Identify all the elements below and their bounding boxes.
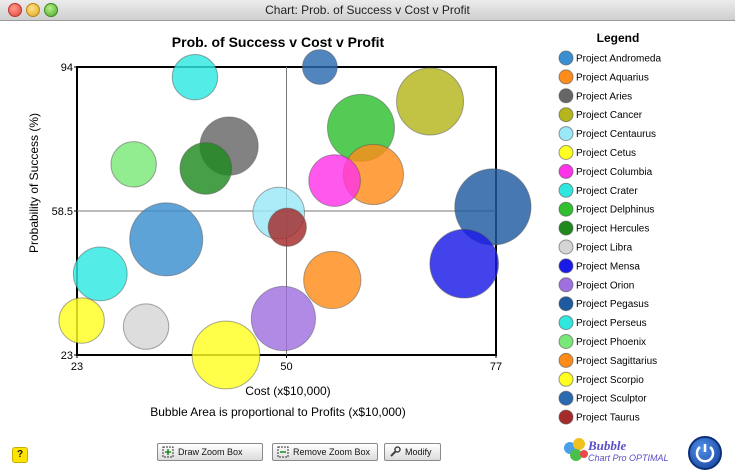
- legend-item-label: Project Cetus: [576, 148, 636, 159]
- bubble-project-phoenix[interactable]: [110, 141, 157, 188]
- bubble-project-cancer[interactable]: [396, 67, 465, 136]
- legend-item-label: Project Scorpio: [576, 375, 644, 386]
- legend-swatch: [558, 258, 574, 274]
- modify-label: Modify: [405, 447, 432, 457]
- window-titlebar: Chart: Prob. of Success v Cost v Profit: [0, 0, 735, 21]
- draw-zoom-box-label: Draw Zoom Box: [178, 447, 243, 457]
- legend-item-label: Project Perseus: [576, 318, 647, 329]
- legend-item-label: Project Orion: [576, 280, 634, 291]
- help-button[interactable]: ?: [12, 447, 28, 463]
- bubble-project-hercules[interactable]: [179, 142, 233, 195]
- legend-swatch: [558, 315, 574, 331]
- remove-zoom-box-label: Remove Zoom Box: [293, 447, 371, 457]
- x-tick-label: 50: [280, 361, 292, 373]
- bubble-project-crater[interactable]: [171, 53, 219, 101]
- legend-swatch: [558, 371, 574, 387]
- y-tick-label: 23: [61, 350, 73, 362]
- legend-item-label: Project Cancer: [576, 110, 643, 121]
- bubble-project-cetus[interactable]: [191, 320, 261, 390]
- y-tick-label: 58.5: [52, 206, 73, 218]
- legend-item-label: Project Sculptor: [576, 394, 647, 405]
- legend-swatch: [558, 296, 574, 312]
- legend-item-label: Project Delphinus: [576, 205, 654, 216]
- legend-swatch: [558, 409, 574, 425]
- legend-item-label: Project Taurus: [576, 413, 640, 424]
- legend-item-label: Project Pegasus: [576, 299, 649, 310]
- legend-swatch: [558, 88, 574, 104]
- legend-item-label: Project Centaurus: [576, 129, 656, 140]
- zoom-window-button[interactable]: [44, 3, 58, 17]
- legend-item-label: Project Aquarius: [576, 72, 649, 83]
- logo-name: Bubble: [588, 438, 627, 453]
- bubble-project-sculptor[interactable]: [301, 49, 338, 85]
- y-tick-label: 94: [61, 62, 73, 74]
- legend-swatch: [558, 334, 574, 349]
- logo-subtitle: Chart Pro OPTIMAL: [588, 453, 669, 463]
- modify-button[interactable]: Modify: [384, 443, 441, 461]
- wrench-icon: [389, 446, 401, 458]
- remove-zoom-icon: [277, 446, 289, 458]
- legend-item-label: Project Andromeda: [576, 54, 661, 65]
- legend-swatch: [558, 352, 574, 368]
- chart-subtitle: Bubble Area is proportional to Profits (…: [150, 405, 405, 419]
- x-axis-label: Cost (x$10,000): [245, 384, 330, 398]
- legend-item-label: Project Aries: [576, 91, 632, 102]
- legend-title: Legend: [597, 31, 640, 45]
- legend-swatch: [558, 50, 574, 66]
- bubble-project-columbia[interactable]: [308, 154, 361, 207]
- x-tick-label: 77: [490, 361, 502, 373]
- window-title: Chart: Prob. of Success v Cost v Profit: [265, 3, 470, 17]
- legend-swatch: [558, 126, 574, 142]
- legend-swatch: [558, 163, 574, 179]
- bubble-project-scorpio[interactable]: [58, 297, 105, 344]
- legend-item-label: Project Columbia: [576, 167, 653, 178]
- legend-swatch: [558, 145, 574, 160]
- legend-swatch: [558, 69, 574, 85]
- bubble-project-perseus[interactable]: [72, 246, 128, 302]
- legend-item-label: Project Hercules: [576, 224, 649, 235]
- legend-swatch: [558, 107, 574, 123]
- legend-item-label: Project Sagittarius: [576, 356, 657, 367]
- legend-item-label: Project Libra: [576, 243, 633, 254]
- legend-swatch: [558, 277, 574, 293]
- legend-item-label: Project Phoenix: [576, 337, 646, 348]
- zoom-box-icon: [162, 446, 174, 458]
- bubble-chart: Prob. of Success v Cost v Profit 94 58.5 2…: [27, 31, 661, 425]
- power-button[interactable]: [688, 436, 722, 470]
- legend: Legend Project Andromeda Project Aquarius…: [558, 31, 661, 425]
- bubble-project-andromeda[interactable]: [129, 202, 204, 277]
- bubble-project-mensa[interactable]: [429, 228, 499, 299]
- bubble-project-orion[interactable]: [250, 285, 316, 352]
- draw-zoom-box-button[interactable]: Draw Zoom Box: [157, 443, 263, 461]
- legend-swatch: [558, 220, 574, 236]
- bubble-project-libra[interactable]: [122, 303, 170, 350]
- legend-item-label: Project Crater: [576, 186, 638, 197]
- legend-swatch: [558, 182, 574, 198]
- x-tick-label: 23: [71, 361, 83, 373]
- y-axis-label: Probability of Success (%): [27, 113, 41, 253]
- chart-title: Prob. of Success v Cost v Profit: [172, 34, 385, 50]
- power-icon: [695, 444, 715, 463]
- legend-item-label: Project Mensa: [576, 261, 640, 272]
- close-window-button[interactable]: [8, 3, 22, 17]
- legend-swatch: [558, 201, 574, 217]
- bubble-chart-pro-logo: Bubble Chart Pro OPTIMAL: [562, 435, 684, 467]
- remove-zoom-box-button[interactable]: Remove Zoom Box: [272, 443, 378, 461]
- legend-swatch: [558, 239, 574, 255]
- legend-swatch: [558, 390, 574, 406]
- bubbles-logo-icon: [564, 438, 588, 461]
- bubble-project-taurus[interactable]: [267, 207, 307, 247]
- bubble-project-sagittarius[interactable]: [303, 250, 362, 310]
- minimize-window-button[interactable]: [26, 3, 40, 17]
